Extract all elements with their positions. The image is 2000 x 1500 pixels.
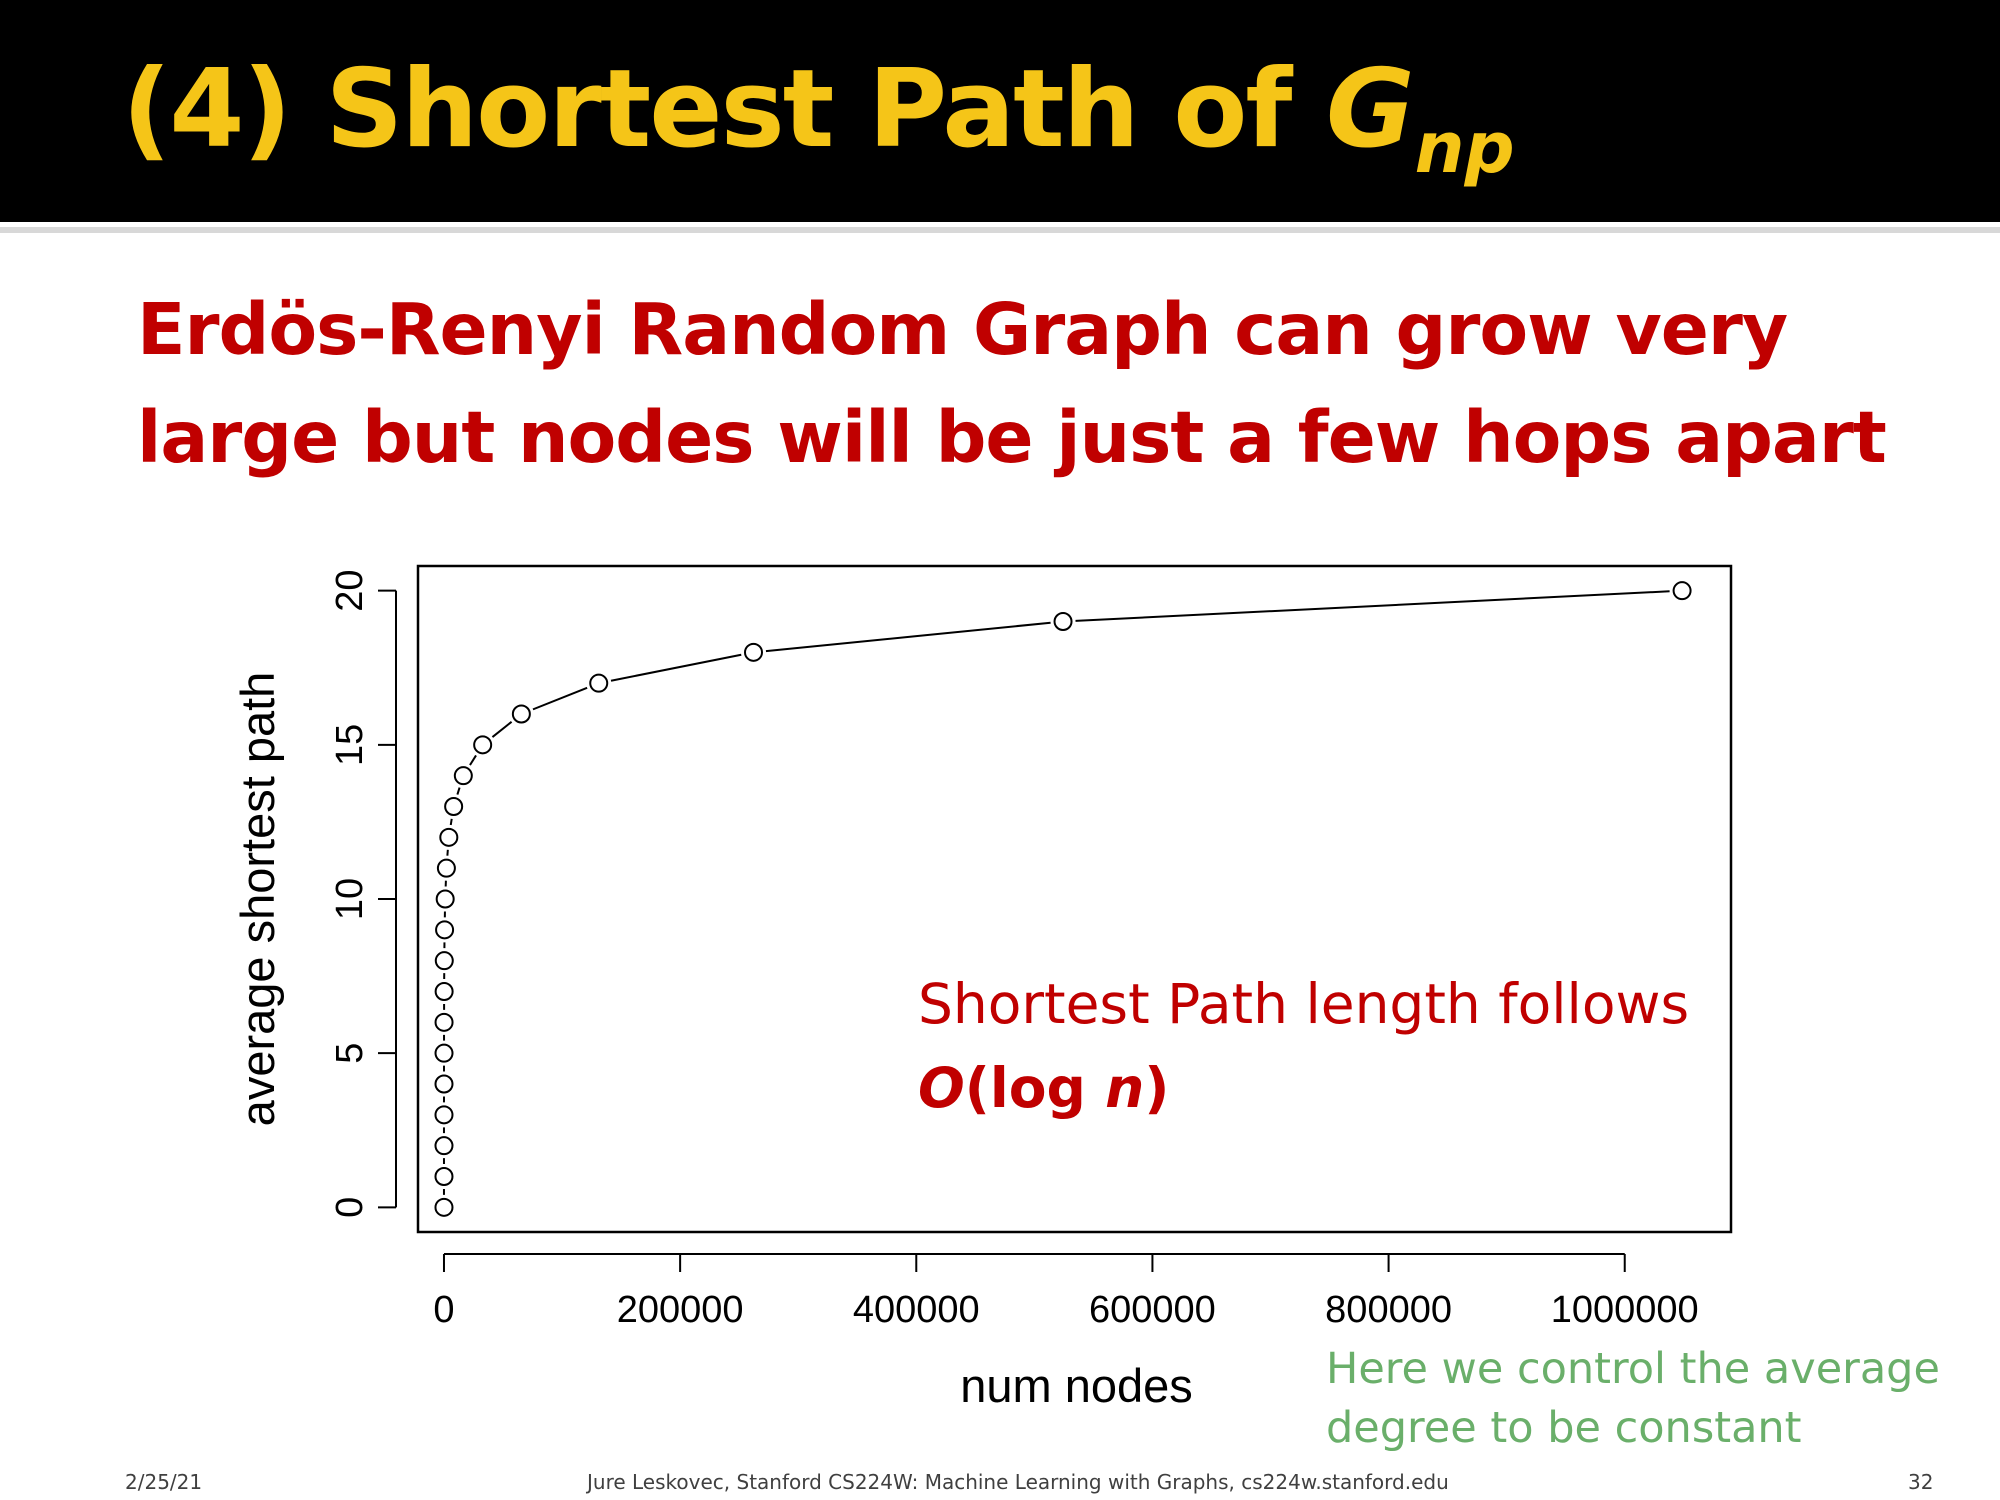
footer-credit: Jure Leskovec, Stanford CS224W: Machine … — [587, 1470, 1449, 1494]
headline: Erdös-Renyi Random Graph can grow very l… — [137, 276, 1937, 492]
data-point — [434, 1167, 454, 1186]
data-point — [434, 1074, 454, 1094]
x-tick-label: 600000 — [1089, 1289, 1216, 1331]
annotation-n: n — [1105, 1056, 1145, 1120]
data-point — [434, 982, 454, 1001]
title-divider-shadow — [0, 227, 2000, 233]
y-tick-label: 20 — [329, 570, 371, 612]
x-tick-label: 400000 — [853, 1289, 980, 1331]
data-point — [434, 1012, 454, 1032]
series-segment — [469, 754, 477, 766]
annotation-open: (log — [964, 1056, 1106, 1120]
slide-title-text: (4) Shortest Path of — [122, 47, 1327, 172]
data-point — [436, 858, 456, 878]
x-tick-label: 200000 — [617, 1289, 744, 1331]
slide-title-subscript: np — [1414, 107, 1515, 189]
chart-axes: 0 200000 400000 600000 800000 1000000 num node… — [231, 570, 1699, 1412]
chart-marks — [434, 581, 1692, 1217]
headline-line-2: large but nodes will be just a few hops … — [137, 396, 1887, 479]
series-segment — [491, 721, 513, 738]
slide-title-variable: G — [1326, 47, 1415, 172]
title-divider — [0, 222, 2000, 226]
data-point — [434, 951, 454, 971]
annotation-big-o: O — [918, 1056, 965, 1120]
data-point — [744, 642, 764, 662]
headline-line-1: Erdös-Renyi Random Graph can grow very — [137, 288, 1788, 371]
plot-frame — [416, 564, 1733, 1234]
data-point — [1053, 612, 1073, 631]
title-bar — [0, 0, 2000, 222]
x-axis-label: num nodes — [960, 1359, 1193, 1412]
degree-note: Here we control the average degree to be… — [1326, 1340, 1940, 1458]
series-segment — [532, 686, 588, 711]
data-point — [434, 1136, 454, 1156]
data-point — [1672, 581, 1692, 601]
series-segment — [449, 818, 453, 826]
data-point — [434, 1197, 454, 1217]
y-tick-label: 5 — [329, 1043, 371, 1064]
complexity-annotation: Shortest Path length follows O(log n) — [918, 962, 1689, 1130]
data-point — [435, 920, 455, 940]
annotation-line-2: O(log n) — [918, 1046, 1689, 1130]
y-tick-label: 0 — [329, 1197, 371, 1218]
data-point — [453, 766, 473, 786]
data-point — [444, 797, 464, 816]
y-tick-label: 15 — [329, 724, 371, 766]
series-segment — [765, 621, 1051, 653]
data-point — [511, 704, 531, 724]
data-point — [439, 827, 459, 847]
degree-note-line-1: Here we control the average — [1326, 1344, 1940, 1394]
annotation-line-1: Shortest Path length follows — [918, 972, 1690, 1036]
series-segment — [610, 653, 742, 682]
footer-date: 2/25/21 — [125, 1470, 203, 1494]
footer-page-number: 32 — [1908, 1470, 1934, 1494]
data-point — [473, 735, 493, 755]
slide-title: (4) Shortest Path of Gnp — [122, 47, 1515, 188]
y-axis-label: average shortest path — [231, 672, 284, 1127]
data-point — [435, 889, 455, 909]
x-tick-label: 800000 — [1325, 1289, 1452, 1331]
x-tick-label: 1000000 — [1551, 1289, 1699, 1331]
data-point — [434, 1105, 454, 1125]
series-segment — [456, 787, 461, 795]
y-tick-label: 10 — [329, 878, 371, 920]
degree-note-line-2: degree to be constant — [1326, 1403, 1802, 1453]
x-tick-label: 0 — [433, 1289, 454, 1331]
annotation-close: ) — [1144, 1056, 1170, 1120]
series-segment — [1075, 590, 1670, 622]
data-point — [589, 673, 609, 693]
data-point — [434, 1043, 454, 1063]
